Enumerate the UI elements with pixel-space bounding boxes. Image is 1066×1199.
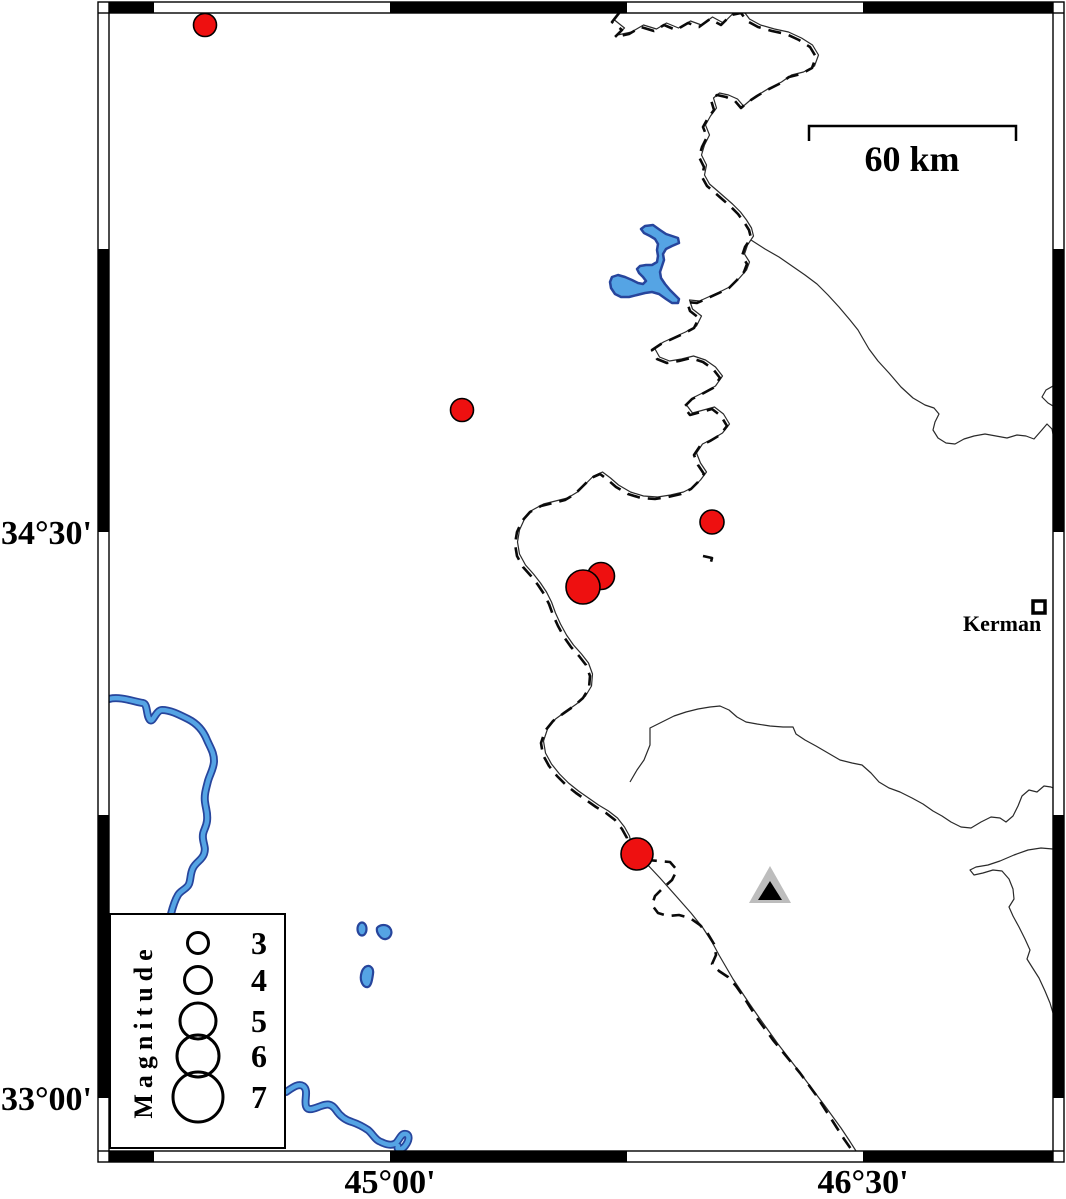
legend-magnitude-circle [171, 1070, 225, 1124]
map-content: Kerman [109, 13, 1053, 1151]
scale-bar: 60 km [807, 124, 1018, 179]
map-frame [97, 1, 1065, 1163]
legend-scale: 34 56 7 [171, 925, 267, 1124]
boundary-line-southeast [969, 847, 1053, 1014]
magnitude-legend: Magnitude 34 56 7 [109, 913, 286, 1149]
boundary-line-northeast [750, 239, 1053, 445]
axis-label-lon-left: 45°00' [344, 1164, 435, 1199]
legend-title: Magnitude [129, 943, 158, 1118]
pond [359, 964, 375, 989]
earthquake-marker [565, 569, 601, 605]
legend-magnitude-label: 3 [251, 925, 267, 961]
lake [608, 223, 681, 305]
legend-magnitude-circle [186, 931, 210, 955]
earthquake-markers [192, 13, 725, 871]
legend-magnitude-label: 6 [251, 1038, 267, 1074]
border-solid-line [516, 13, 820, 847]
pond [356, 921, 368, 937]
river-west [109, 694, 218, 918]
station-triangle-icon [749, 866, 791, 903]
earthquake-marker [449, 397, 475, 423]
axis-label-lon-right: 46°30' [817, 1164, 908, 1199]
legend-magnitude-label: 7 [251, 1079, 267, 1115]
border-solid-line-south [630, 845, 857, 1151]
axis-label-lat-top: 34°30' [1, 515, 92, 552]
earthquake-marker [192, 13, 218, 38]
legend-magnitude-label: 5 [251, 1003, 267, 1039]
river-south [282, 1081, 413, 1151]
border-dashed-line [513, 13, 853, 1150]
pond [375, 923, 393, 941]
earthquake-marker [699, 509, 725, 535]
city-marker [1031, 599, 1047, 615]
axis-label-lat-bottom: 33°00' [1, 1081, 92, 1118]
legend-magnitude-circle [183, 965, 213, 995]
earthquake-marker [620, 837, 654, 871]
scale-bar-label: 60 km [864, 139, 959, 179]
boundary-hook-east [1041, 385, 1053, 407]
city-label: Kerman [963, 611, 1041, 636]
legend-magnitude-label: 4 [251, 962, 267, 998]
legend-magnitude-circle [178, 1001, 218, 1041]
boundary-line-east [629, 705, 1053, 829]
legend-magnitude-circle [175, 1033, 221, 1079]
border-dash-fragment [702, 554, 714, 567]
